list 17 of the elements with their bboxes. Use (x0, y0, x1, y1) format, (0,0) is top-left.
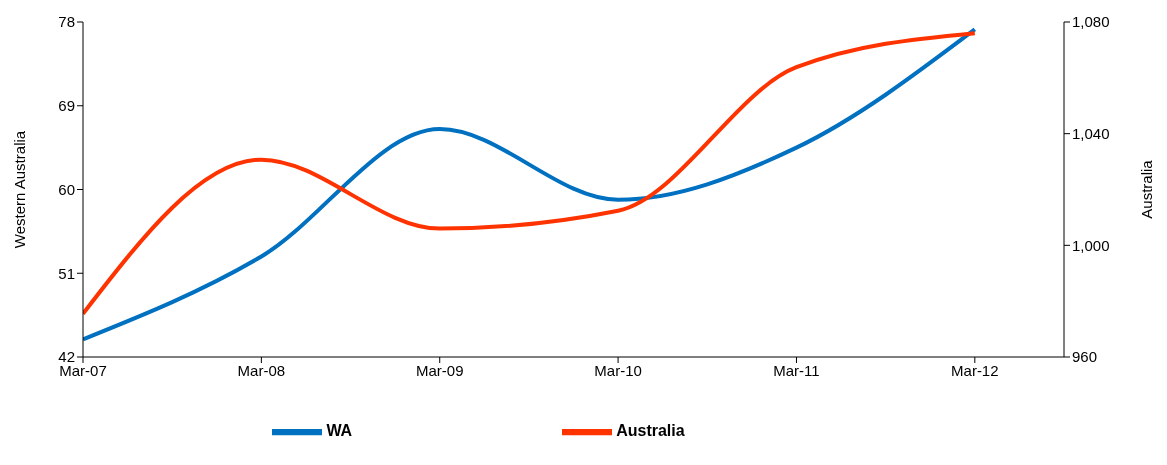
y2-tick-label: 1,000 (1072, 236, 1110, 254)
y-tick-label: 51 (58, 264, 75, 282)
y-axis-title: Western Australia (11, 130, 29, 249)
y2-axis-title: Australia (1138, 159, 1156, 219)
legend-label: WA (326, 422, 353, 440)
y-tick-label: 60 (58, 180, 75, 198)
x-tick-label: Mar-12 (951, 361, 999, 379)
y-tick-label: 78 (58, 13, 75, 31)
y2-tick-label: 1,040 (1072, 124, 1110, 142)
x-tick-label: Mar-10 (594, 361, 642, 379)
x-tick-label: Mar-08 (237, 361, 286, 379)
y2-tick-label: 960 (1072, 348, 1098, 366)
x-tick-label: Mar-11 (773, 361, 820, 379)
x-tick-label: Mar-09 (415, 361, 464, 379)
y-tick-label: 69 (58, 97, 75, 115)
y2-tick-label: 1,080 (1072, 13, 1110, 31)
legend-label: Australia (616, 422, 685, 440)
